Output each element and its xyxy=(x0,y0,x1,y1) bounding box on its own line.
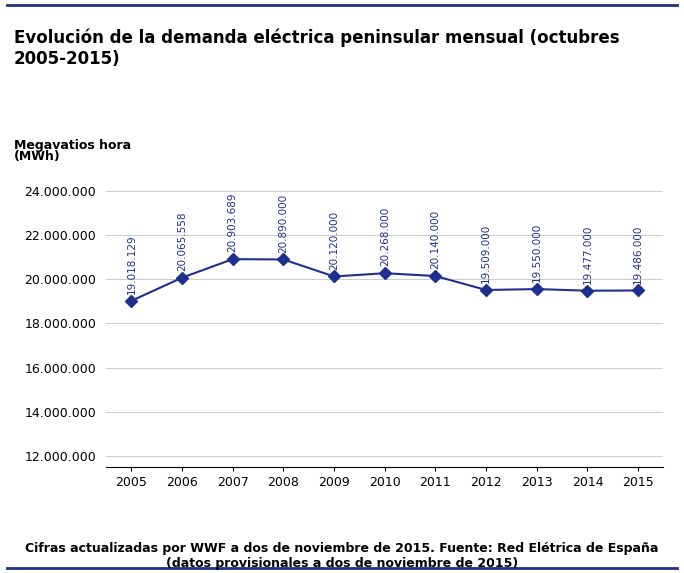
Text: 20.890.000: 20.890.000 xyxy=(278,194,289,253)
Text: 19.486.000: 19.486.000 xyxy=(633,224,643,284)
Text: 19.477.000: 19.477.000 xyxy=(583,225,592,284)
Text: 19.018.129: 19.018.129 xyxy=(127,234,136,294)
Text: 20.140.000: 20.140.000 xyxy=(430,210,440,269)
Text: 20.903.689: 20.903.689 xyxy=(228,193,238,252)
Text: 19.509.000: 19.509.000 xyxy=(481,224,491,283)
Text: Evolución de la demanda eléctrica peninsular mensual (octubres 2005-2015): Evolución de la demanda eléctrica penins… xyxy=(14,29,619,68)
Text: Cifras actualizadas por WWF a dos de noviembre de 2015. Fuente: Red Elétrica de : Cifras actualizadas por WWF a dos de nov… xyxy=(25,542,659,570)
Text: 20.065.558: 20.065.558 xyxy=(177,211,187,270)
Text: 20.268.000: 20.268.000 xyxy=(380,207,390,266)
Text: 20.120.000: 20.120.000 xyxy=(329,210,339,269)
Text: (MWh): (MWh) xyxy=(14,150,60,163)
Text: 19.550.000: 19.550.000 xyxy=(531,223,542,282)
Text: Megavatios hora: Megavatios hora xyxy=(14,139,131,152)
